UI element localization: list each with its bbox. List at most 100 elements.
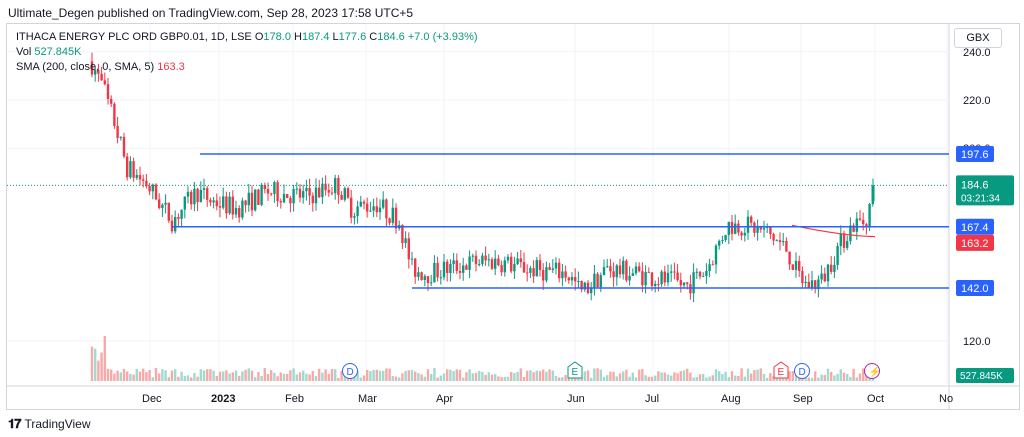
volume-bar <box>212 370 215 381</box>
volume-bar <box>727 377 730 381</box>
candle <box>321 183 324 198</box>
candle <box>622 260 625 275</box>
split-icon[interactable] <box>864 363 880 379</box>
candle <box>215 200 218 207</box>
volume-bar <box>202 370 206 381</box>
candle <box>721 239 724 241</box>
level-price-tag <box>956 279 994 296</box>
volume-bar <box>839 369 842 381</box>
candle <box>270 193 273 195</box>
candle <box>606 266 609 268</box>
candle <box>833 264 836 272</box>
volume-bar <box>826 368 830 381</box>
volume-bar <box>295 374 298 381</box>
volume-bar <box>324 369 327 381</box>
candle <box>430 282 433 284</box>
candle <box>126 156 129 178</box>
candle <box>676 272 679 281</box>
volume-bar <box>270 369 273 381</box>
volume-bar <box>241 371 244 381</box>
candle <box>193 188 196 205</box>
y-tick-label: 120.0 <box>963 336 991 348</box>
volume-bar <box>225 370 228 381</box>
symbol-title[interactable]: ITHACA ENERGY PLC ORD GBP0.01, 1D, LSE <box>16 31 252 43</box>
candle <box>142 179 145 181</box>
x-tick-label: Mar <box>358 393 377 405</box>
candle <box>362 201 366 204</box>
close-value: 184.6 <box>377 31 405 43</box>
volume-bar <box>465 372 468 381</box>
volume-bar <box>759 368 762 381</box>
volume-bar <box>110 369 113 381</box>
candle <box>711 264 714 266</box>
candle <box>196 188 199 203</box>
candle <box>305 187 308 192</box>
volume-bar <box>583 371 586 381</box>
level-price-label: 197.6 <box>961 149 989 161</box>
volume-bar <box>266 374 270 381</box>
volume-bar <box>282 373 286 381</box>
candle <box>673 271 676 273</box>
candle <box>807 281 810 289</box>
candle <box>551 268 554 270</box>
dividend-icon[interactable] <box>342 363 358 379</box>
volume-label: Vol <box>16 46 32 58</box>
earnings-icon[interactable] <box>567 361 583 379</box>
candle <box>609 266 612 272</box>
dividend-icon[interactable] <box>794 363 810 379</box>
volume-bar <box>276 376 279 381</box>
volume-bar <box>129 373 132 381</box>
candle <box>225 196 228 214</box>
candle <box>753 222 756 233</box>
event-letter: ⚡ <box>869 365 881 378</box>
candle <box>570 277 574 281</box>
current-price-label: 184.6 <box>961 179 989 191</box>
candle <box>161 204 164 209</box>
sma-value: 163.3 <box>157 61 185 73</box>
candle <box>103 80 106 85</box>
volume-bar <box>404 370 407 381</box>
candlestick-chart[interactable]: 240.0220.0200.0120.0Dec2023FebMarAprJunJ… <box>7 24 1019 409</box>
volume-bar <box>833 375 836 381</box>
candle <box>276 182 279 202</box>
volume-bar <box>481 371 484 381</box>
candle <box>762 227 766 230</box>
candle <box>839 233 842 246</box>
currency-button[interactable]: GBX <box>954 28 1002 48</box>
candle <box>465 265 468 270</box>
candle <box>503 260 506 273</box>
x-tick-label: No <box>939 393 953 405</box>
volume-bar <box>490 374 494 381</box>
volume-bar <box>516 371 519 381</box>
candle <box>404 238 407 243</box>
candle <box>401 225 404 243</box>
candle <box>708 264 711 271</box>
volume-tag <box>956 368 1014 383</box>
volume-bar <box>222 371 225 381</box>
volume-bar <box>862 368 865 381</box>
volume-bar <box>602 376 606 381</box>
candle <box>714 245 718 265</box>
volume-bar <box>513 373 516 381</box>
candle <box>266 189 270 194</box>
candle <box>190 191 193 205</box>
volume-bar <box>142 368 145 381</box>
candle <box>654 283 657 287</box>
candle <box>778 240 782 243</box>
earnings-icon[interactable] <box>773 361 789 379</box>
candle <box>366 203 369 212</box>
x-tick-label: Dec <box>142 393 162 405</box>
volume-bar <box>689 372 692 381</box>
volume-bar <box>564 374 567 381</box>
volume-bar <box>426 369 430 381</box>
volume-bar <box>474 372 478 381</box>
volume-bar <box>433 368 436 381</box>
candle <box>596 273 599 288</box>
sma-label[interactable]: SMA (200, close, 0, SMA, 5) <box>16 61 155 73</box>
candle <box>580 280 583 290</box>
volume-bar <box>721 374 724 381</box>
candle <box>730 221 734 234</box>
candle <box>558 262 561 279</box>
volume-bar <box>206 369 209 381</box>
level-price-label: 142.0 <box>961 283 989 295</box>
